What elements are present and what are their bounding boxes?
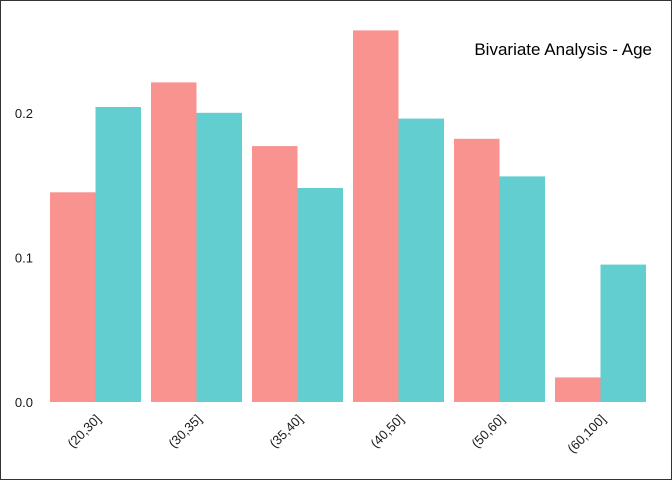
bar-series2-2 xyxy=(297,188,343,402)
bar-series2-4 xyxy=(499,176,545,402)
x-tick-label: (20,30] xyxy=(64,412,103,451)
x-tick-label: (60,100] xyxy=(564,412,608,456)
bar-series1-5 xyxy=(555,377,601,402)
bars-layer xyxy=(50,30,646,403)
bar-series2-3 xyxy=(398,118,444,402)
y-tick-label: 0.1 xyxy=(15,250,33,265)
bar-series1-2 xyxy=(252,146,298,402)
x-tick-label: (40,50] xyxy=(367,412,406,451)
y-tick-label: 0.2 xyxy=(15,106,33,121)
bar-series1-0 xyxy=(50,192,96,402)
bar-series1-3 xyxy=(353,30,399,403)
y-axis: 0.0 0.1 0.2 xyxy=(15,106,33,410)
x-tick-label: (30,35] xyxy=(165,412,204,451)
bar-series2-0 xyxy=(95,107,141,402)
chart-title: Bivariate Analysis - Age xyxy=(474,40,652,59)
x-axis: (20,30] (30,35] (35,40] (40,50] (50,60] (60,1… xyxy=(64,412,608,456)
bar-series1-4 xyxy=(454,138,500,403)
x-tick-label: (35,40] xyxy=(266,412,305,451)
bar-series2-5 xyxy=(600,264,646,402)
bar-series1-1 xyxy=(151,82,197,403)
y-tick-label: 0.0 xyxy=(15,395,33,410)
x-tick-label: (50,60] xyxy=(468,412,507,451)
bar-series2-1 xyxy=(196,112,242,403)
